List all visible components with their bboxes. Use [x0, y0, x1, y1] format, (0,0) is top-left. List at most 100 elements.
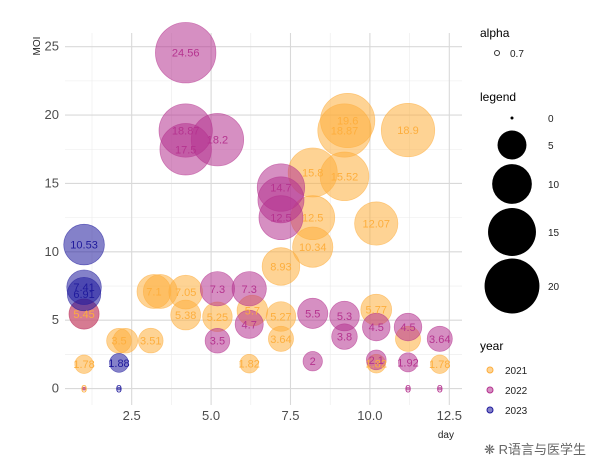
point-2022: [331, 323, 358, 350]
point-2022: [437, 386, 442, 391]
data-label-2022: 5.5: [305, 308, 320, 320]
data-label-2022: 3.5: [210, 336, 225, 348]
point-2022: [398, 352, 418, 373]
data-label-2022: 2: [310, 356, 316, 368]
data-label-2021: 10.34: [299, 242, 327, 254]
point-2022: [393, 312, 423, 342]
data-label-2023: 0: [116, 384, 122, 396]
y-tick-label: 15: [45, 175, 59, 190]
point-2021: [74, 354, 94, 374]
legend-year: year 2021 2022 2023: [480, 339, 528, 417]
point-2021: [430, 354, 450, 374]
x-tick-label: 7.5: [281, 408, 299, 423]
data-label-2021: 5.25: [207, 312, 228, 324]
legend-year-key: [486, 366, 494, 374]
point-2021: [268, 325, 294, 352]
point-2022: [82, 386, 86, 391]
watermark: ❋ R语言与医学生: [484, 439, 586, 458]
legend-year-key: [486, 406, 494, 414]
data-label-2021: 1.82: [366, 359, 387, 371]
data-labels: 1.78 0 5.45 3.5 3.51 7.1 7.05 5.38 5.25 1.82 5.7 5.…: [70, 48, 450, 396]
point-2022: [362, 312, 391, 342]
data-label-2021: 7.1: [146, 286, 161, 298]
data-label-2021: 18.87: [331, 126, 359, 138]
point-2021: [317, 103, 372, 158]
legend-size-title: legend: [480, 90, 516, 104]
legend-size-key: [488, 208, 536, 256]
point-2022: [297, 297, 329, 329]
data-label-2022: 12.5: [270, 213, 291, 225]
data-label-2022: 14.7: [270, 183, 291, 195]
data-label-2023: 7.41: [73, 282, 94, 294]
data-label-2022: 17.5: [175, 144, 196, 156]
legend-size-label: 10: [548, 180, 560, 191]
y-tick-label: 20: [45, 107, 59, 122]
data-label-2021: 8.93: [270, 261, 291, 273]
legend-alpha-title: alpha: [480, 26, 510, 40]
legend-size-label: 15: [548, 228, 560, 239]
y-axis-title: MOI: [32, 37, 43, 56]
point-2023: [66, 276, 102, 312]
legend-size-key: [510, 116, 514, 120]
data-label-2021: 7.05: [175, 287, 196, 299]
data-label-2021: 19.6: [337, 116, 358, 128]
point-2021: [138, 327, 164, 354]
data-label-2021: 5.27: [270, 312, 291, 324]
data-label-2023: 6.91: [73, 289, 94, 301]
data-label-2021: 1.78: [73, 359, 94, 371]
data-label-2022: 24.56: [172, 48, 200, 60]
y-tick-label: 10: [45, 244, 59, 259]
y-axis-ticks: 0 5 10 15 20 25: [45, 39, 59, 396]
data-label-2022: 3.8: [337, 332, 352, 344]
x-axis-ticks: 2.5 5.0 7.5 10.0 12.5: [123, 408, 462, 423]
data-label-2021: 5.45: [73, 309, 94, 321]
point-2022: [231, 271, 267, 307]
x-tick-label: 2.5: [123, 408, 141, 423]
data-label-2022: 4.7: [242, 319, 257, 331]
legend-year-key: [486, 386, 494, 394]
legend-size-label: 20: [548, 282, 560, 293]
legend-year-label: 2021: [505, 366, 528, 377]
data-label-2021: 3.5: [111, 336, 126, 348]
point-2023: [63, 223, 105, 266]
point-2022: [406, 386, 410, 391]
legend-size-label: 0: [548, 114, 554, 125]
legend-year-title: year: [480, 339, 503, 353]
data-points: [63, 22, 453, 391]
point-2023: [117, 386, 121, 391]
data-label-2022: 18.87: [172, 126, 200, 138]
point-2022: [426, 325, 453, 352]
legend-alpha-key: [494, 50, 500, 56]
y-tick-label: 25: [45, 39, 59, 54]
point-2021: [112, 328, 139, 354]
legend-year-label: 2023: [505, 406, 528, 417]
legend-alpha-label: 0.7: [510, 49, 524, 60]
data-label-2021: 5.77: [366, 305, 387, 317]
data-label-2021: 3.51: [140, 336, 161, 348]
data-label-2022: 4.5: [400, 322, 415, 334]
x-axis-title: day: [438, 430, 454, 441]
data-label-2021: 3.64: [270, 334, 291, 346]
data-label-2022: 0: [437, 384, 443, 396]
legend-size-key: [492, 164, 532, 204]
point-2021: [292, 226, 334, 268]
legend-size: legend 0 5 10 15 20: [480, 90, 560, 314]
data-label-2022: 7.3: [210, 284, 225, 296]
data-label-2022: 4.5: [369, 322, 384, 334]
legend-size-key: [497, 130, 527, 160]
point-2021: [239, 354, 259, 374]
legend-size-key: [484, 258, 540, 314]
data-label-2021: 1.82: [238, 359, 259, 371]
data-label-2022: 2.1: [369, 355, 384, 367]
y-tick-label: 5: [52, 312, 59, 327]
data-label-2022: 7.3: [242, 284, 257, 296]
data-label-2021: 5.38: [175, 310, 196, 322]
data-label-2023: 1.88: [108, 358, 129, 370]
legend-year-label: 2022: [505, 386, 528, 397]
data-label-2022: 3.64: [429, 334, 450, 346]
point-2022: [302, 351, 323, 372]
data-label-2022: 5.3: [337, 311, 352, 323]
point-2021: [380, 103, 436, 158]
watermark-text: R语言与医学生: [498, 442, 586, 457]
